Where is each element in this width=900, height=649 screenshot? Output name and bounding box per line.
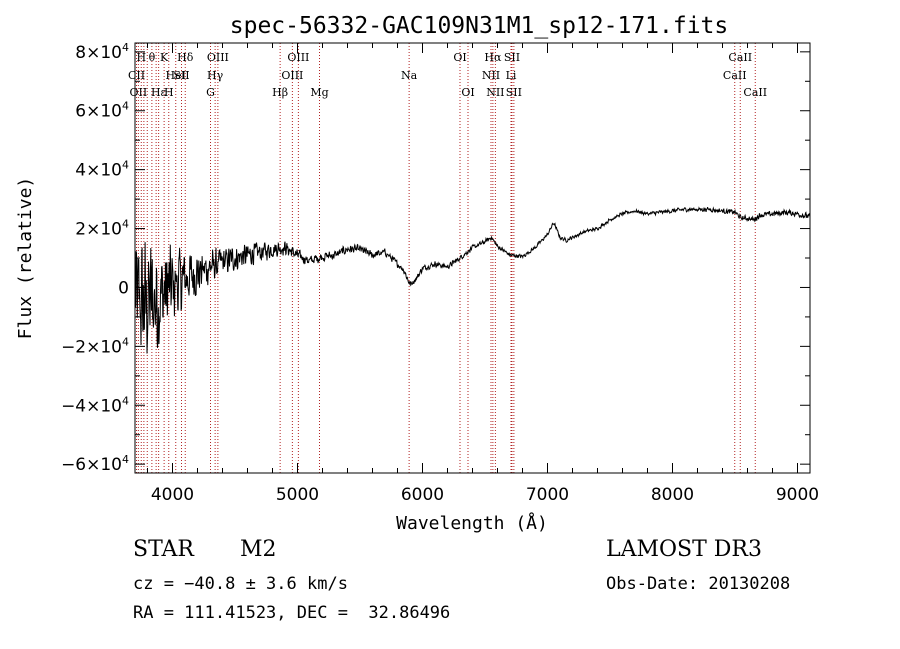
sky-coordinates: RA = 111.41523, DEC = 32.86496 [133,603,451,623]
x-tick-label: 8000 [651,485,694,505]
y-axis-label: Flux (relative) [15,177,36,340]
line-marker-label: OI [461,86,474,99]
x-tick-label: 7000 [526,485,569,505]
line-marker-label: CaII [728,51,752,64]
y-tick-label: −4×104 [61,394,129,416]
line-marker-label: H [164,86,174,99]
x-tick-label: 5000 [276,485,319,505]
y-tick-label: 8×104 [75,41,129,63]
line-marker-label: Hδ [177,51,194,64]
line-marker-label: SII [506,86,522,99]
y-tick-label: −6×104 [61,453,129,475]
line-marker-label: Hβ [272,86,288,99]
line-marker-label: K [160,51,169,64]
redshift-velocity: cz = −40.8 ± 3.6 km/s [133,574,348,594]
line-marker-label: SII [504,51,520,64]
line-marker-label: Li [506,69,517,82]
object-subclass: M2 [240,537,277,562]
survey-name: LAMOST DR3 [606,537,762,562]
flux-series-line [134,206,811,354]
line-marker-label: HeI [166,69,186,82]
y-tick-label: 6×104 [75,100,129,122]
line-marker-label: θ [149,51,156,64]
y-tick-label: 0 [118,278,129,298]
line-marker-label: G [206,86,215,99]
observation-date: Obs-Date: 20130208 [606,574,791,594]
x-tick-label: 9000 [776,485,819,505]
y-tick-label: −2×104 [61,335,129,357]
line-marker-label: Hε [151,86,167,99]
line-marker-label: CII [128,69,145,82]
line-marker-label: Na [401,69,418,82]
y-tick-label: 4×104 [75,159,129,181]
line-marker-label: NII [486,86,504,99]
line-marker-label: H [136,51,146,64]
line-marker-label: OIII [281,69,303,82]
line-marker-label: Hα [484,51,502,64]
line-marker-label: OIII [207,51,229,64]
line-marker-label: Mg [310,86,328,99]
line-marker-label: NII [482,69,500,82]
x-axis-label: Wavelength (Å) [396,512,548,534]
line-marker-label: OII [130,86,148,99]
line-marker-label: CaII [743,86,767,99]
chart-title: spec-56332-GAC109N31M1_sp12-171.fits [230,13,729,39]
line-marker-label: OIII [287,51,309,64]
x-tick-label: 6000 [401,485,444,505]
line-marker-label: CaII [723,69,747,82]
y-tick-label: 2×104 [75,218,129,240]
y-axis-ticks: 8×104 6×104 4×104 2×104 0 −2×104 −4×104 −6×104 [61,41,810,475]
line-marker-label: Hγ [207,69,224,82]
x-axis-ticks: 4000 5000 6000 7000 8000 9000 [147,43,819,505]
x-tick-label: 4000 [151,485,194,505]
line-marker-label: OI [453,51,466,64]
object-class: STAR [133,537,194,562]
line-marker-label: SII [173,69,189,82]
